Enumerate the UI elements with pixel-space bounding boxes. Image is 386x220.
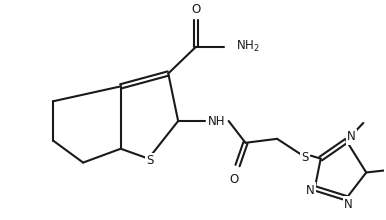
Text: O: O xyxy=(229,174,238,187)
Text: N: N xyxy=(305,184,314,197)
Text: O: O xyxy=(191,3,201,16)
Text: S: S xyxy=(301,151,308,164)
Text: NH$_2$: NH$_2$ xyxy=(235,39,259,54)
Text: S: S xyxy=(147,154,154,167)
Text: N: N xyxy=(344,198,353,211)
Text: NH: NH xyxy=(208,114,225,128)
Text: N: N xyxy=(347,130,356,143)
